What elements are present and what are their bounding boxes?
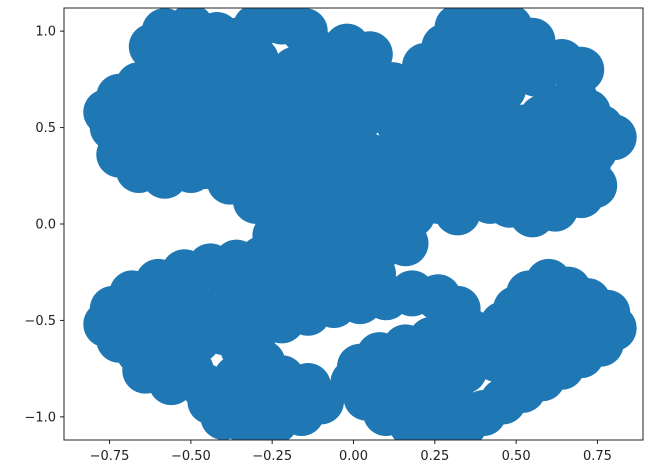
scatter-point: [571, 162, 618, 209]
plot-area: [83, 8, 637, 440]
scatter-point: [473, 94, 520, 141]
scatter-point: [281, 8, 328, 55]
scatter-point: [226, 69, 273, 116]
scatter-point: [330, 112, 377, 159]
x-tick-label: 0.75: [583, 449, 612, 464]
scatter-point: [148, 73, 195, 120]
y-tick-label: −0.5: [24, 314, 56, 329]
x-tick-label: 0.50: [502, 449, 531, 464]
x-tick-label: −0.25: [252, 449, 292, 464]
x-axis: −0.75 −0.50 −0.25 0.00 0.25 0.50 0.75: [90, 440, 612, 464]
scatter-point: [415, 112, 462, 159]
scatter-point: [206, 374, 253, 421]
x-tick-label: −0.50: [171, 449, 211, 464]
x-tick-label: −0.75: [90, 449, 130, 464]
scatter-point: [180, 143, 227, 190]
scatter-point: [558, 100, 605, 147]
y-tick-label: 0.0: [35, 218, 56, 233]
scatter-point: [161, 108, 208, 155]
scatter-point: [135, 274, 182, 321]
x-tick-label: 0.00: [339, 449, 368, 464]
scatter-point: [408, 162, 455, 209]
scatter-point: [493, 351, 540, 398]
scatter-point: [128, 23, 175, 70]
scatter-point: [239, 285, 286, 332]
scatter-point: [265, 77, 312, 124]
scatter-point: [330, 262, 377, 309]
scatter-point: [232, 177, 279, 224]
scatter-point: [558, 46, 605, 93]
scatter-point: [122, 347, 169, 394]
scatter-series: [83, 8, 637, 440]
y-tick-label: 1.0: [35, 25, 56, 40]
scatter-point: [252, 212, 299, 259]
y-tick-label: −1.0: [24, 410, 56, 425]
y-tick-label: 0.5: [35, 121, 56, 136]
x-tick-label: 0.25: [420, 449, 449, 464]
scatter-point: [467, 19, 514, 66]
scatter-point: [363, 185, 409, 232]
scatter-point: [447, 147, 494, 193]
y-axis: −1.0 −0.5 0.0 0.5 1.0: [24, 25, 64, 425]
scatter-point: [506, 147, 553, 193]
scatter-point: [148, 316, 195, 363]
